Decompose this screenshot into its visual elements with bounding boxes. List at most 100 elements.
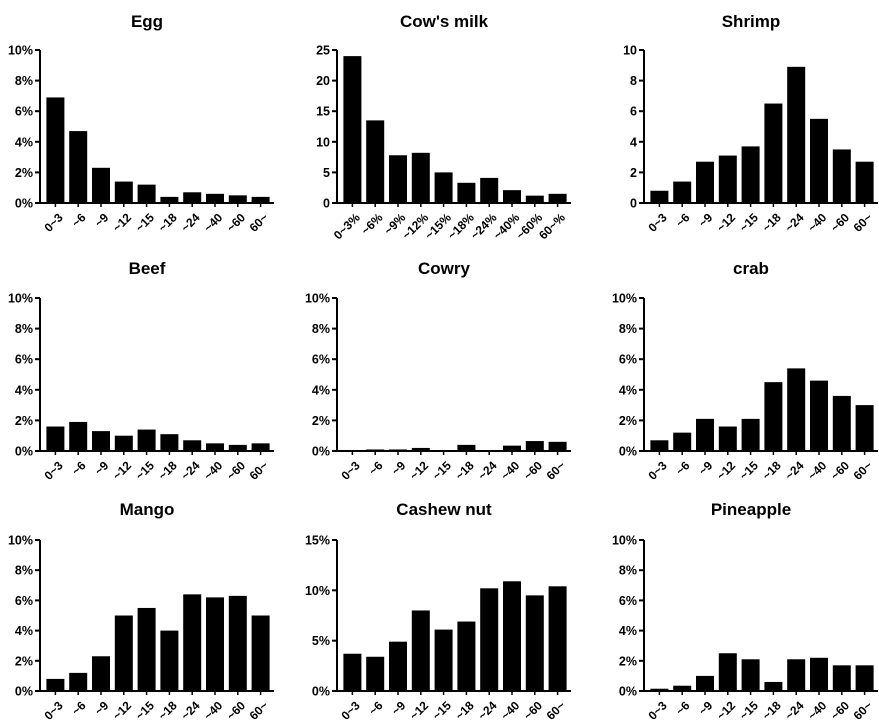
y-tick-label: 6% bbox=[15, 594, 33, 608]
bar bbox=[457, 182, 476, 203]
y-tick-label: 4% bbox=[312, 383, 330, 397]
x-tick-label: ~9 bbox=[696, 210, 716, 230]
x-tick-label: ~18 bbox=[759, 458, 784, 483]
chart-title: Cashew nut bbox=[396, 500, 492, 519]
x-tick-label: ~60 bbox=[224, 458, 249, 483]
bar bbox=[787, 368, 806, 451]
x-tick-label: ~18 bbox=[155, 210, 180, 235]
y-tick-label: 8% bbox=[15, 74, 33, 88]
x-tick-label: 0~3 bbox=[41, 210, 66, 235]
chart-panel: Egg 0% 2% 4% 6% 8% 10% 0~3 ~6 ~9~12~15~18~24~40~6… bbox=[8, 12, 274, 235]
y-tick-label: 20 bbox=[316, 74, 330, 88]
x-tick-label: ~15 bbox=[133, 458, 158, 483]
x-tick-label: ~12 bbox=[714, 210, 739, 235]
x-tick-label: ~9 bbox=[696, 698, 716, 718]
bar bbox=[251, 615, 270, 691]
x-tick-label: ~40 bbox=[201, 698, 226, 723]
bar bbox=[206, 597, 224, 691]
bar bbox=[718, 653, 737, 691]
bar bbox=[366, 656, 385, 691]
chart-title: Cow's milk bbox=[400, 12, 489, 31]
bar bbox=[810, 657, 828, 691]
y-tick-label: 10 bbox=[316, 135, 330, 149]
y-tick-label: 4% bbox=[619, 624, 637, 638]
bar bbox=[69, 672, 88, 691]
y-tick-label: 6% bbox=[15, 353, 33, 367]
bar bbox=[434, 172, 453, 203]
chart-title: Shrimp bbox=[722, 12, 781, 31]
bar bbox=[503, 190, 521, 203]
y-tick-label: 6 bbox=[630, 105, 637, 119]
x-tick-label: 60~ bbox=[544, 698, 568, 722]
bar bbox=[389, 155, 407, 203]
x-tick-label: ~18 bbox=[452, 698, 477, 723]
x-tick-label: ~15 bbox=[133, 698, 158, 723]
bar bbox=[855, 161, 874, 203]
x-tick-label: ~60 bbox=[521, 698, 546, 723]
bar bbox=[525, 595, 544, 691]
bar bbox=[137, 607, 156, 691]
x-tick-label: ~60 bbox=[224, 698, 249, 723]
x-tick-label: 60~ bbox=[247, 458, 271, 482]
chart-title: Cowry bbox=[418, 259, 471, 278]
y-tick-label: 4% bbox=[15, 135, 33, 149]
bar bbox=[855, 665, 874, 691]
bar bbox=[718, 155, 737, 203]
bar bbox=[183, 440, 202, 451]
bar bbox=[92, 431, 110, 451]
bar bbox=[832, 149, 851, 203]
chart-panel: crab 0% 2% 4% 6% 8% 10% 0~3 ~6 ~9~12~15~18~24~40~… bbox=[612, 259, 878, 483]
x-tick-label: 60~ bbox=[851, 698, 875, 722]
x-tick-label: 0~3 bbox=[338, 458, 363, 483]
y-tick-label: 0% bbox=[15, 685, 33, 699]
chart-title: Pineapple bbox=[711, 500, 791, 519]
y-tick-label: 4 bbox=[630, 135, 637, 149]
x-tick-label: ~60 bbox=[521, 458, 546, 483]
chart-panel: Mango 0% 2% 4% 6% 8% 10% 0~3 ~6 ~9~12~15~18~24~40… bbox=[8, 500, 274, 723]
bar bbox=[411, 610, 430, 691]
bar bbox=[389, 449, 407, 451]
y-tick-label: 10% bbox=[8, 44, 33, 58]
y-tick-label: 2% bbox=[312, 414, 330, 428]
chart-panel: Shrimp 0 2 4 6 8 10 0~3 ~6 ~9~12~15~18~24~40~6060… bbox=[623, 12, 878, 235]
x-tick-label: ~9 bbox=[389, 458, 409, 478]
x-tick-label: ~18 bbox=[155, 698, 180, 723]
bar bbox=[832, 665, 851, 691]
x-tick-label: ~12 bbox=[110, 698, 135, 723]
bar bbox=[389, 641, 407, 691]
bar bbox=[343, 56, 362, 204]
bar bbox=[228, 595, 247, 691]
y-tick-label: 0% bbox=[15, 197, 33, 211]
bar bbox=[251, 196, 270, 203]
y-tick-label: 15% bbox=[305, 534, 330, 548]
y-tick-label: 0 bbox=[323, 197, 330, 211]
bar bbox=[206, 193, 224, 203]
x-tick-label: ~40 bbox=[201, 210, 226, 235]
bar bbox=[411, 447, 430, 451]
x-tick-label: ~12 bbox=[714, 698, 739, 723]
bar bbox=[764, 382, 783, 451]
x-tick-label: ~18 bbox=[155, 458, 180, 483]
x-tick-label: ~12 bbox=[407, 458, 432, 483]
x-tick-label: ~24 bbox=[475, 458, 500, 483]
y-tick-label: 5 bbox=[323, 166, 330, 180]
x-tick-label: ~24 bbox=[782, 210, 807, 235]
bar bbox=[548, 586, 567, 691]
bar bbox=[787, 659, 806, 691]
bar bbox=[673, 685, 692, 691]
bar bbox=[457, 621, 476, 691]
x-tick-label: 0~3 bbox=[645, 458, 670, 483]
x-tick-label: 60~% bbox=[536, 210, 568, 242]
chart-title: Beef bbox=[129, 259, 166, 278]
x-tick-label: ~40 bbox=[498, 458, 523, 483]
x-tick-label: 0~3 bbox=[645, 698, 670, 723]
chart-panel: Cow's milk05101520250~3%~6%~9%~12%~15%~1… bbox=[316, 12, 571, 242]
x-tick-label: ~40 bbox=[805, 210, 830, 235]
x-tick-label: 0~3% bbox=[331, 210, 363, 242]
bar bbox=[46, 97, 65, 203]
x-tick-label: ~40 bbox=[498, 698, 523, 723]
bar bbox=[503, 445, 521, 451]
bar bbox=[92, 167, 110, 203]
chart-title: crab bbox=[733, 259, 769, 278]
